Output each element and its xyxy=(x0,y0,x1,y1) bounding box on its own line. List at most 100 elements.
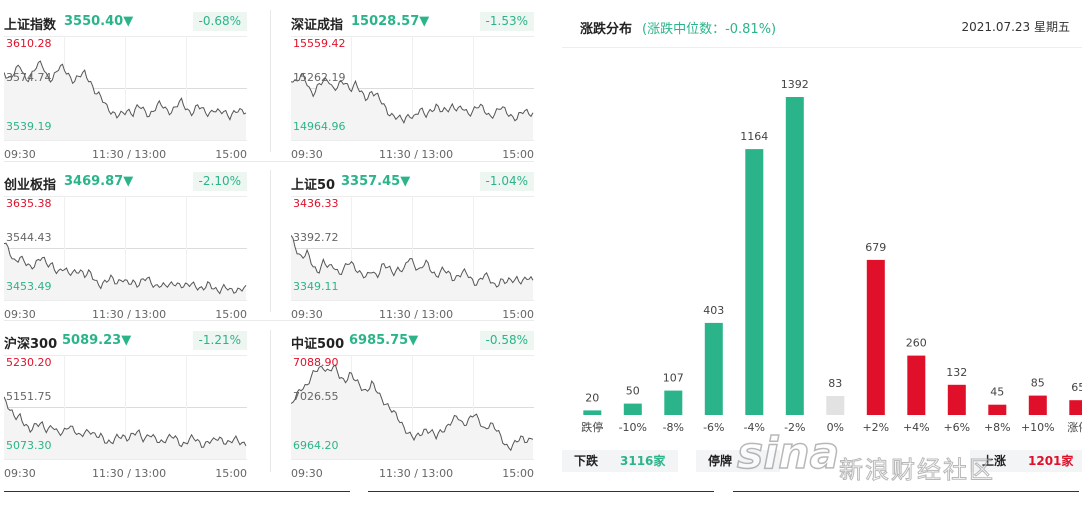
sparkline-line xyxy=(291,235,534,288)
time-close-label: 15:00 xyxy=(215,467,247,480)
index-value-number: 3550.40 xyxy=(64,14,124,29)
time-close-label: 15:00 xyxy=(215,148,247,161)
panel-divider xyxy=(270,330,271,472)
bar-value-label: 403 xyxy=(703,304,724,317)
index-value-number: 5089.23 xyxy=(62,333,122,348)
time-close-label: 15:00 xyxy=(502,467,534,480)
time-noon-label: 11:30 / 13:00 xyxy=(92,467,167,480)
distribution-bar xyxy=(947,384,966,415)
time-close-label: 15:00 xyxy=(215,308,247,321)
sparkline-line xyxy=(4,60,247,121)
down-arrow-icon: ▼ xyxy=(400,174,411,189)
bar-category-label: -2% xyxy=(784,421,805,434)
price-high-label: 3610.28 xyxy=(6,37,52,50)
index-name: 沪深300 xyxy=(4,337,58,352)
sina-watermark: sina 新浪财经社区 xyxy=(736,420,1067,490)
time-noon-label: 11:30 / 13:00 xyxy=(379,467,454,480)
bar-category-label: 涨停 xyxy=(1067,420,1082,434)
index-panel[interactable]: 深证成指 15028.57▼ -1.53% 15559.42 15262.19 … xyxy=(291,12,534,162)
distribution-bar xyxy=(704,322,723,415)
bar-value-label: 45 xyxy=(990,386,1004,399)
index-value-number: 3469.87 xyxy=(64,174,124,189)
price-low-label: 14964.96 xyxy=(293,120,346,133)
bar-category-label: -10% xyxy=(619,421,647,434)
distribution-bar xyxy=(583,410,602,415)
index-value: 3550.40▼ xyxy=(64,14,133,29)
index-panel[interactable]: 上证50 3357.45▼ -1.04% 3436.33 3392.72 334… xyxy=(291,172,534,322)
down-arrow-icon: ▼ xyxy=(121,333,132,348)
distribution-bar xyxy=(1069,400,1082,415)
bar-value-label: 107 xyxy=(663,372,684,385)
price-mid-label: 3574.74 xyxy=(6,71,52,84)
stat-halted-label: 停牌 xyxy=(708,454,733,468)
bar-value-label: 65 xyxy=(1071,381,1082,394)
time-close-label: 15:00 xyxy=(502,308,534,321)
bar-category-label: +4% xyxy=(903,421,930,434)
down-arrow-icon: ▼ xyxy=(408,333,419,348)
distribution-median: (涨跌中位数：-0.81%) xyxy=(642,22,777,37)
footer-rule xyxy=(368,491,714,492)
intraday-sparkline xyxy=(4,36,247,141)
time-open-label: 09:30 xyxy=(291,308,323,321)
price-mid-label: 5151.75 xyxy=(6,390,52,403)
sparkline-area xyxy=(291,235,533,300)
index-panel[interactable]: 沪深300 5089.23▼ -1.21% 5230.20 5151.75 50… xyxy=(4,331,247,481)
index-value-number: 15028.57 xyxy=(351,14,420,29)
intraday-sparkline xyxy=(4,355,247,460)
bar-value-label: 132 xyxy=(946,366,967,379)
price-mid-label: 15262.19 xyxy=(293,71,346,84)
index-panel-header: 上证50 3357.45▼ -1.04% xyxy=(291,172,534,194)
index-panel[interactable]: 上证指数 3550.40▼ -0.68% 3610.28 3574.74 353… xyxy=(4,12,247,162)
price-mid-label: 7026.55 xyxy=(293,390,339,403)
bar-value-label: 83 xyxy=(828,377,842,390)
index-panel[interactable]: 创业板指 3469.87▼ -2.10% 3635.38 3544.43 345… xyxy=(4,172,247,322)
index-panel-header: 中证500 6985.75▼ -0.58% xyxy=(291,331,534,353)
distribution-date: 2021.07.23 星期五 xyxy=(961,20,1070,34)
intraday-sparkline xyxy=(291,355,534,460)
index-value-number: 3357.45 xyxy=(341,174,401,189)
panel-divider xyxy=(270,170,271,312)
bar-category-label: -8% xyxy=(663,421,684,434)
sparkline-area xyxy=(4,243,246,300)
time-open-label: 09:30 xyxy=(291,148,323,161)
intraday-sparkline xyxy=(4,196,247,301)
sparkline-line xyxy=(291,364,534,452)
distribution-bar xyxy=(866,259,885,415)
index-value: 3469.87▼ xyxy=(64,174,133,189)
sparkline-area xyxy=(291,365,533,459)
row-separator xyxy=(4,320,534,321)
sina-logo-mark: sina xyxy=(736,427,840,480)
row-separator xyxy=(4,161,534,162)
distribution-bar xyxy=(826,396,845,415)
bar-category-label: -6% xyxy=(703,421,724,434)
bar-value-label: 679 xyxy=(865,241,886,254)
price-low-label: 3539.19 xyxy=(6,120,52,133)
price-low-label: 3453.49 xyxy=(6,280,52,293)
intraday-sparkline xyxy=(291,36,534,141)
bar-value-label: 260 xyxy=(906,337,927,350)
price-high-label: 5230.20 xyxy=(6,356,52,369)
distribution-title: 涨跌分布 xyxy=(580,22,633,37)
bar-value-label: 85 xyxy=(1031,377,1045,390)
distribution-bar xyxy=(1028,395,1047,415)
index-name: 上证50 xyxy=(291,178,336,193)
distribution-bar-chart: 20 跌停 50 -10% 107 -8% 403 -6% 1164 -4% 1392 -2% 83 0%… xyxy=(581,78,1082,434)
price-low-label: 5073.30 xyxy=(6,439,52,452)
time-close-label: 15:00 xyxy=(502,148,534,161)
price-low-label: 3349.11 xyxy=(293,280,339,293)
bar-category-label: -4% xyxy=(744,421,765,434)
price-mid-label: 3544.43 xyxy=(6,231,52,244)
price-high-label: 3635.38 xyxy=(6,197,52,210)
bar-category-label: +2% xyxy=(862,421,889,434)
time-noon-label: 11:30 / 13:00 xyxy=(379,148,454,161)
index-change-badge: -2.10% xyxy=(192,172,247,191)
time-open-label: 09:30 xyxy=(4,308,36,321)
distribution-bar xyxy=(745,149,764,415)
price-high-label: 15559.42 xyxy=(293,37,346,50)
stat-up: 上涨 1201家 xyxy=(970,450,1082,472)
stat-up-label: 上涨 xyxy=(982,454,1007,468)
intraday-sparkline xyxy=(291,196,534,301)
sparkline-line xyxy=(4,242,247,295)
distribution-bar xyxy=(623,403,642,415)
index-panel[interactable]: 中证500 6985.75▼ -0.58% 7088.90 7026.55 69… xyxy=(291,331,534,481)
